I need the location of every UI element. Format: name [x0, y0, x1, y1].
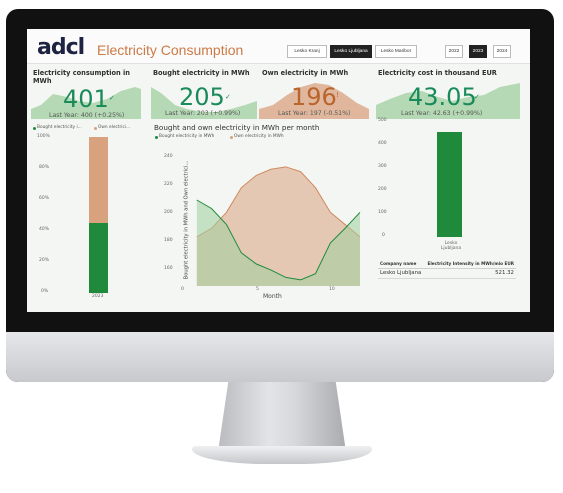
legend-own-dot [94, 127, 97, 130]
own-electricity-line [196, 166, 361, 238]
monthly-ytick: 180 [164, 238, 173, 243]
dashboard-header: adcl Electricity Consumption Lesko Kranj… [27, 29, 530, 64]
monitor-stand [218, 382, 346, 452]
kpi-cost-title: Electricity cost in thousand EUR [378, 69, 497, 77]
dashboard-screen: adcl Electricity Consumption Lesko Kranj… [27, 29, 530, 312]
cost-xtick: Lesko Ljubljana [440, 241, 462, 251]
monthly-legend-bought: Bought electricity in MWh [159, 134, 215, 139]
cost-ytick: 200 [378, 187, 387, 192]
bought-electricity-area [196, 200, 360, 286]
legend-own-label: Own electrici... [98, 125, 131, 130]
kpi-consumption-sparkline [31, 87, 141, 119]
monthly-legend-own: Own electricity in MWh [234, 134, 284, 139]
cost-ytick: 300 [378, 164, 387, 169]
table-row[interactable]: Lesko Ljubljana 521.32 [378, 269, 516, 279]
cost-ytick: 500 [378, 118, 387, 123]
kpi-own-value: 196 [291, 83, 337, 111]
kpi-consumption-check-icon: ✓ [109, 94, 115, 102]
share-bar-own [89, 137, 108, 223]
kpi-consumption-last-year: Last Year: 400 (+0.25%) [49, 112, 125, 119]
kpi-cost-value: 43.05 [408, 83, 477, 111]
year-filter-2023[interactable]: 2023 [469, 45, 487, 58]
kpi-consumption-title: Electricity consumption in MWh [33, 69, 130, 85]
kpi-bought-sparkline [151, 87, 257, 119]
monthly-chart-title: Bought and own electricity in MWh per mo… [154, 123, 320, 132]
share-ytick: 100% [37, 134, 50, 139]
year-filter-2022[interactable]: 2022 [445, 45, 463, 58]
kpi-cost-last-year: Last Year: 42.63 (+0.99%) [401, 110, 483, 117]
share-ytick: 80% [39, 165, 50, 170]
monthly-x-axis-label: Month [263, 293, 282, 300]
table-header-row: Company name Electricity Intensity in MW… [378, 260, 516, 269]
cost-ytick: 0 [382, 233, 385, 238]
year-filter-2024[interactable]: 2024 [493, 45, 511, 58]
kpi-own-sparkline [259, 83, 369, 119]
legend-bought-label: Bought electricity i... [37, 125, 82, 130]
page-title: Electricity Consumption [97, 42, 244, 58]
location-filter-ljubljana[interactable]: Lesko Ljubljana [330, 45, 372, 58]
kpi-bought-last-year: Last Year: 203 (+0.99%) [165, 110, 241, 117]
kpi-bought-value: 205 [179, 83, 225, 111]
legend-bought-dot [155, 136, 158, 139]
bought-electricity-line [196, 199, 361, 281]
table-col-intensity: Electricity Intensity in MWh/mio EUR [427, 261, 515, 266]
location-filter-maribor[interactable]: Lesko Maribor [375, 45, 417, 58]
share-ytick: 40% [39, 227, 50, 232]
monitor-chin [6, 332, 554, 382]
kpi-own-warning-icon: ! [336, 91, 339, 99]
kpi-own-title: Own electricity in MWh [262, 69, 349, 77]
monthly-xtick: 5 [256, 287, 259, 292]
table-col-company: Company name [380, 261, 417, 266]
location-filter-kranj[interactable]: Lesko Kranj [287, 45, 327, 58]
monthly-xtick: 10 [329, 287, 335, 292]
monthly-ytick: 240 [164, 154, 173, 159]
legend-bought-dot [33, 127, 36, 130]
share-ytick: 0% [41, 289, 49, 294]
monthly-area-chart [196, 166, 361, 286]
kpi-consumption-value: 401 [63, 85, 109, 113]
legend-own-dot [230, 136, 233, 139]
monitor-base [192, 446, 372, 464]
table-cell-company: Lesko Ljubljana [380, 270, 422, 276]
kpi-cost-check-icon: ✓ [474, 93, 480, 101]
monthly-ytick: 220 [164, 182, 173, 187]
kpi-bought-title: Bought electricity in MWh [153, 69, 250, 77]
monthly-ytick: 200 [164, 210, 173, 215]
brand-logo: adcl [37, 35, 85, 60]
monthly-ytick: 160 [164, 266, 173, 271]
kpi-own-last-year: Last Year: 197 (-0.51%) [278, 110, 351, 117]
kpi-cost-sparkline [376, 83, 520, 119]
share-ytick: 20% [39, 258, 50, 263]
cost-ytick: 400 [378, 141, 387, 146]
table-cell-intensity: 521.32 [495, 270, 514, 276]
cost-ytick: 100 [378, 210, 387, 215]
share-xtick: 2023 [92, 294, 104, 299]
monthly-xtick: 0 [181, 287, 184, 292]
cost-bar-ljubljana [437, 132, 462, 237]
share-ytick: 60% [39, 196, 50, 201]
share-bar-bought [89, 222, 108, 293]
kpi-bought-check-icon: ✓ [225, 93, 231, 101]
